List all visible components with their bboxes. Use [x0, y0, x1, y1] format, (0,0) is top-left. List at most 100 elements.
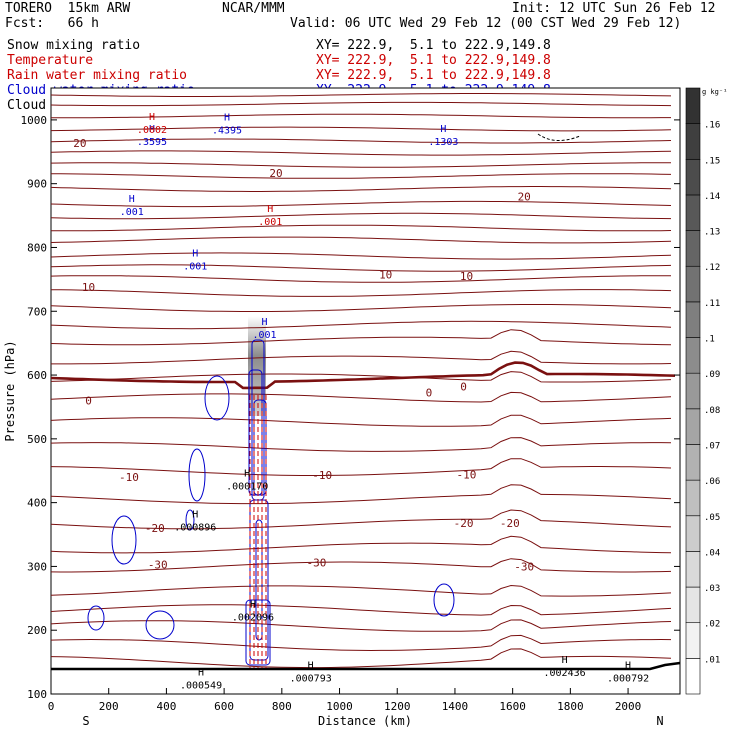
isotherm-line: [50, 391, 672, 403]
isotherm-label: -10: [457, 469, 477, 482]
isotherm-label: 10: [379, 268, 392, 281]
x-tick-label: 800: [272, 700, 292, 713]
isotherm-line: [50, 619, 672, 632]
legend-label: Cloud water mixing ratio: [7, 83, 195, 98]
colorbar-cell: [685, 265, 701, 303]
max-marker-h: H: [308, 661, 314, 672]
y-tick-label: 600: [27, 369, 47, 382]
y-tick-label: 900: [27, 178, 47, 191]
colorbar-cell: [685, 622, 701, 659]
isotherm-label: -20: [500, 517, 520, 530]
max-marker-h: H: [149, 124, 155, 135]
cloud-water-contour: [248, 369, 263, 496]
forecast-hour: Fcst: 66 h: [5, 16, 99, 31]
cloud-water-contour: [249, 499, 269, 661]
colorbar-cell: [685, 444, 701, 481]
colorbar-label: .15: [704, 156, 720, 166]
y-tick-label: 800: [27, 241, 47, 254]
isotherm-label: -20: [454, 517, 474, 530]
max-value-label: .002096: [232, 612, 274, 623]
cloud-water-contour: [251, 339, 265, 501]
max-value-label: .0002: [137, 125, 167, 136]
max-marker-h: H: [129, 194, 135, 205]
colorbar-cell: [685, 586, 701, 624]
isotherm-label: 20: [269, 167, 282, 180]
max-marker-h: H: [198, 668, 204, 679]
legend-xy: XY= 222.9, 5.1 to 222.9,149.8: [316, 53, 551, 68]
max-marker-h: H: [440, 124, 446, 135]
cloud-water-contour: [253, 399, 267, 496]
isotherm-label: -30: [148, 559, 168, 572]
isotherm-label: 10: [82, 281, 95, 294]
colorbar-cell: [685, 337, 701, 374]
isotherm-line: [50, 150, 672, 156]
colorbar-label: .04: [704, 548, 720, 558]
right-end-label: N: [656, 714, 663, 728]
legend-label: Cloud ice mixing ratio: [7, 98, 180, 113]
isotherm-label: 10: [460, 270, 473, 283]
isotherm-label: 0: [460, 381, 467, 394]
x-tick-label: 2000: [615, 700, 642, 713]
left-end-label: S: [82, 714, 89, 728]
isotherm-line: [51, 350, 672, 365]
legend-label: Rain water mixing ratio: [7, 68, 188, 83]
isotherm-line: [50, 304, 672, 312]
max-marker-h: H: [149, 112, 155, 123]
x-tick-label: 1200: [384, 700, 411, 713]
max-value-label: .000170: [226, 482, 268, 493]
x-axis-label: Distance (km): [318, 714, 412, 728]
max-marker-h: H: [625, 661, 631, 672]
max-marker-h: H: [244, 469, 250, 480]
init-time: Init: 12 UTC Sun 26 Feb 12: [512, 1, 716, 16]
isotherm-line: [50, 484, 672, 505]
isotherm-line: [50, 458, 672, 476]
max-value-label: .001: [258, 217, 282, 228]
cloud-water-contour: [145, 610, 175, 640]
colorbar-cell: [685, 408, 701, 445]
cloud-water-contour: [204, 375, 230, 421]
snow-shading: [248, 316, 266, 416]
cloud-ice-contour: [537, 133, 581, 141]
model-title: TORERO 15km ARW: [5, 1, 131, 16]
colorbar-label: .11: [704, 299, 720, 309]
isotherm-label: -10: [119, 471, 139, 484]
max-value-label: .000896: [174, 523, 216, 534]
colorbar-label: .08: [704, 406, 720, 416]
isotherm-line: [50, 371, 672, 383]
isotherm-line: [51, 113, 671, 119]
colorbar-label: .09: [704, 370, 720, 380]
cloud-water-contour: [188, 448, 206, 502]
max-value-label: .000792: [607, 674, 649, 685]
isotherm-label: 0: [85, 395, 92, 408]
max-marker-h: H: [192, 510, 198, 521]
cloud-water-contour: [87, 605, 105, 631]
max-marker-h: H: [250, 599, 256, 610]
colorbar-cell: [685, 158, 701, 196]
max-value-label: .1303: [428, 137, 458, 148]
isotherm-line: [50, 162, 671, 168]
colorbar-label: .07: [704, 441, 720, 451]
max-marker-h: H: [261, 317, 267, 328]
isotherm-label: -20: [145, 522, 165, 535]
colorbar-cell: [685, 479, 701, 517]
freezing-line: [50, 361, 676, 390]
terrain-line: [51, 661, 681, 671]
max-value-label: .001: [120, 207, 144, 218]
colorbar-cell: [685, 551, 701, 588]
colorbar-label: .12: [704, 263, 720, 273]
isotherm-label: 20: [73, 137, 86, 150]
isotherm-line: [51, 224, 672, 232]
isotherm-line: [50, 264, 672, 272]
isotherm-line: [50, 535, 672, 554]
isotherm-line: [50, 329, 672, 346]
cloud-water-contour: [255, 519, 263, 641]
max-value-label: .4395: [212, 126, 242, 137]
x-tick-label: 0: [48, 700, 55, 713]
max-marker-h: H: [224, 113, 230, 124]
y-tick-label: 100: [27, 688, 47, 701]
isotherm-line: [50, 186, 672, 192]
isotherm-line: [50, 275, 671, 283]
colorbar-label: .1: [704, 335, 715, 345]
legend-xy: XY= 222.9, 5.1 to 222.9,149.8: [316, 68, 551, 83]
max-value-label: .000793: [290, 674, 332, 685]
